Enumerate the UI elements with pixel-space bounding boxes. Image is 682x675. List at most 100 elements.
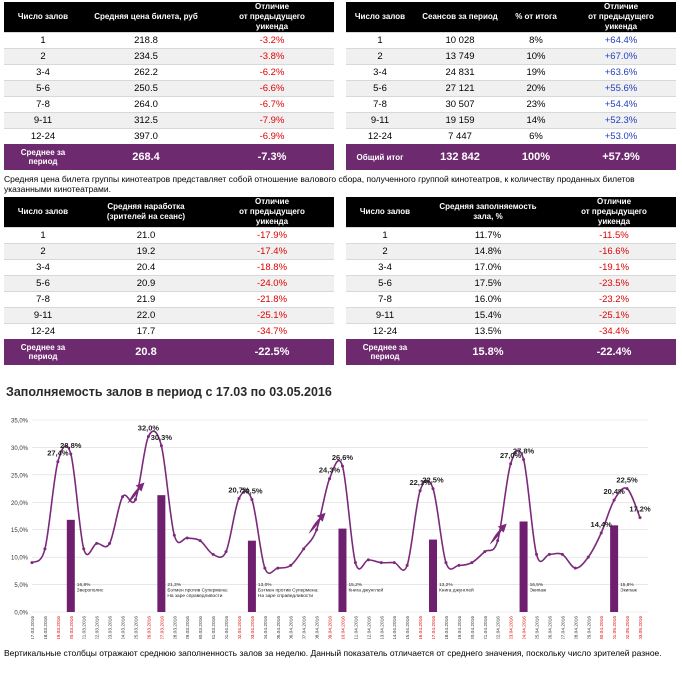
table-header-row: Число залов Средняя наработка (зрителей на… [4,197,334,228]
x-tick-label: 15.04.2016 [405,616,411,639]
data-point [496,539,500,543]
data-point [340,464,344,468]
y-tick-label: 35,0% [11,419,29,425]
point-label: 24,3% [319,466,341,475]
bar-label: 16,8% Зверополис [77,582,104,594]
data-point [405,563,409,567]
x-tick-label: 02.05.2016 [625,616,631,639]
table-row: 7-8 264.0 -6.7% [4,96,334,113]
table-cell: +63.6% [566,64,676,81]
table-cell: -25.1% [552,307,676,324]
x-tick-label: 12.04.2016 [366,616,372,639]
data-point [159,444,163,448]
x-tick-label: 25.04.2016 [535,616,541,639]
bar-label: 15,2% Книга джунглей [348,582,383,594]
data-point [133,498,137,502]
data-point [612,498,616,502]
column-header: Сеансов за период [414,2,506,33]
table-cell: 3-4 [346,64,414,81]
trend-arrow-icon [489,523,507,545]
total-cell: 20.8 [82,339,210,365]
data-point [353,561,357,565]
data-point [328,477,332,481]
total-label: Общий итог [346,144,414,170]
table-cell: 397.0 [82,128,210,144]
table-cell: -24.0% [210,275,334,292]
data-point [586,555,590,559]
point-label: 20,4% [603,487,625,496]
table-cell: 250.5 [82,80,210,97]
bar-label: 13,0% Бэтмен против Супермена: На заре спр… [258,582,319,599]
point-label: 27,4% [47,449,69,458]
data-point [457,563,461,567]
table-cell: 13.5% [424,323,552,339]
table-row: 7-8 30 507 23% +54.4% [346,96,676,113]
total-cell: -7.3% [210,144,334,170]
weekly-occupancy-bar [429,539,438,612]
data-point [431,487,435,491]
table-cell: +64.4% [566,32,676,49]
table-cell: 10 028 [414,32,506,49]
table-row: 5-6 27 121 20% +55.6% [346,80,676,97]
data-point [418,489,422,493]
y-tick-label: 5,0% [14,583,28,589]
table-cell: 7-8 [4,96,82,113]
point-label: 22,1% [409,478,431,487]
table-cell: 30 507 [414,96,506,113]
table-cell: 234.5 [82,48,210,65]
table-cell: 17.0% [424,259,552,276]
table-cell: 13 749 [414,48,506,65]
x-tick-label: 21.03.2016 [82,616,88,639]
data-point [185,536,189,540]
table-cell: 5-6 [346,80,414,97]
table-row: 9-11 19 159 14% +52.3% [346,112,676,129]
table-cell: -21.8% [210,291,334,308]
x-tick-label: 23.03.2016 [108,616,114,639]
table-cell: 1 [346,227,424,244]
total-cell: -22.5% [210,339,334,365]
data-point [43,547,47,551]
x-tick-label: 24.03.2016 [121,616,127,639]
table-cell: 20.4 [82,259,210,276]
table-cell: 7-8 [346,96,414,113]
table-cell: 19 159 [414,112,506,129]
x-tick-label: 03.04.2016 [250,616,256,639]
table-row: 1 11.7% -11.5% [346,227,676,244]
table-row: 12-24 7 447 6% +53.0% [346,128,676,144]
table-cell: -6.6% [210,80,334,97]
table-cell: 14% [506,112,566,129]
table-cell: 16.0% [424,291,552,308]
ticket-price-note: Средняя цена билета группы кинотеатров п… [4,174,635,194]
data-point [95,541,99,545]
weekly-occupancy-bar [519,521,528,612]
chart-note: Вертикальные столбцы отражают среднюю за… [4,648,662,658]
table-total-row: Среднее за период 15.8% -22.4% [346,339,676,365]
total-cell: -22.4% [552,339,676,365]
data-point [82,547,86,551]
table-total-row: Среднее за период 268.4 -7.3% [4,144,334,170]
data-point [108,541,112,545]
table-cell: 27 121 [414,80,506,97]
table-cell: 1 [4,227,82,244]
x-tick-label: 19.03.2016 [56,616,62,639]
table-header-row: Число залов Средняя цена билета, руб Отлич… [4,2,334,33]
x-tick-label: 28.03.2016 [172,616,178,639]
table-cell: 21.9 [82,291,210,308]
x-tick-label: 27.04.2016 [560,616,566,639]
table-cell: 9-11 [4,112,82,129]
table-cell: -3.8% [210,48,334,65]
x-tick-label: 17.04.2016 [431,616,437,639]
table-cell: 19% [506,64,566,81]
data-point [30,561,34,565]
x-tick-label: 31.03.2016 [211,616,217,639]
table-cell: -23.2% [552,291,676,308]
y-tick-label: 15,0% [11,528,29,534]
table-cell: 8% [506,32,566,49]
table-row: 12-24 17.7 -34.7% [4,323,334,339]
table-cell: 7-8 [346,291,424,308]
x-tick-label: 22.03.2016 [95,616,101,639]
table-cell: 9-11 [346,112,414,129]
total-label: Среднее за период [4,144,82,170]
table-row: 7-8 21.9 -21.8% [4,291,334,308]
total-cell: 15.8% [424,339,552,365]
